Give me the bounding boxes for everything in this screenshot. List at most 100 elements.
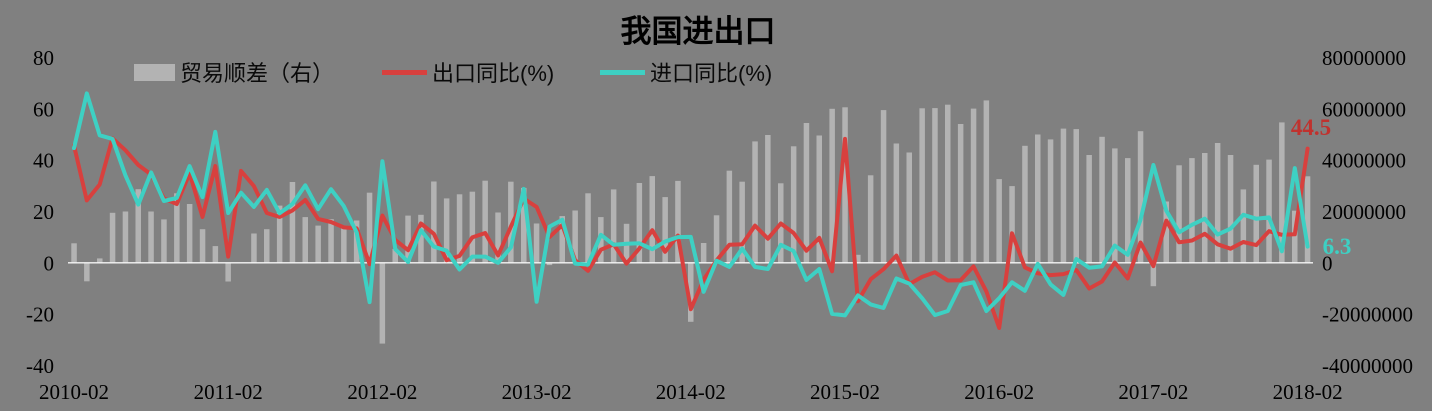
x-axis-tick: 2017-02 (1118, 380, 1188, 404)
trade-balance-swatch-icon (134, 63, 175, 81)
chart-title: 我国进出口 (620, 14, 776, 49)
trade-balance-bar (983, 100, 990, 263)
trade-balance-bar (199, 229, 206, 263)
trade-balance-bar (302, 217, 308, 263)
legend-item-trade-balance: 贸易顺差（右） (134, 59, 335, 86)
trade-balance-bar (315, 225, 321, 263)
trade-balance-bar (122, 211, 129, 263)
right-axis-tick: 60000000 (1322, 97, 1406, 121)
trade-balance-bar (585, 193, 591, 263)
trade-balance-bar (1214, 143, 1221, 263)
x-axis-tick: 2018-02 (1273, 380, 1343, 404)
right-axis-tick: 80000000 (1322, 46, 1406, 70)
trade-balance-bar (405, 215, 411, 263)
right-axis-tick: -20000000 (1322, 303, 1413, 327)
left-axis-tick: 80 (33, 46, 54, 70)
trade-balance-bar (932, 108, 938, 263)
x-axis-tick: 2011-02 (194, 380, 263, 404)
trade-balance-bar (1163, 201, 1169, 263)
trade-balance-bar (688, 262, 694, 322)
trade-balance-bar (1266, 159, 1272, 263)
trade-balance-bar (752, 141, 758, 263)
trade-balance-bar (1112, 148, 1118, 263)
right-axis-tick: 20000000 (1322, 200, 1406, 224)
trade-balance-bar (135, 189, 141, 263)
trade-balance-bar (893, 143, 900, 263)
trade-balance-bar (790, 146, 797, 263)
trade-balance-bar (495, 212, 501, 263)
import-annotation: 6.3 (1323, 234, 1352, 259)
right-axis-tick: -40000000 (1322, 354, 1413, 378)
trade-balance-bar (161, 219, 167, 263)
left-axis-tick: -20 (26, 303, 54, 327)
trade-balance-bar (559, 216, 565, 263)
trade-balance-bar (71, 243, 77, 263)
trade-balance-bar (957, 124, 964, 263)
trade-balance-bar (366, 192, 373, 263)
trade-balance-bar (880, 110, 887, 263)
trade-balance-bar (97, 258, 103, 263)
trade-balance-bar (906, 152, 912, 263)
trade-balance-bar (726, 170, 733, 263)
trade-balance-bar (675, 180, 681, 263)
legend-item-import: 进口同比(%) (600, 59, 772, 86)
trade-balance-bar (482, 180, 488, 263)
trade-balance-bar (945, 104, 951, 263)
export-annotation: 44.5 (1291, 115, 1331, 140)
left-axis-tick: -40 (26, 354, 54, 378)
left-axis-tick: 20 (33, 200, 54, 224)
x-axis-tick: 2013-02 (502, 380, 572, 404)
trade-balance-bar (1176, 165, 1182, 263)
trade-balance-bar (713, 215, 720, 263)
trade-balance-bar (546, 262, 553, 266)
trade-balance-bar (1189, 158, 1195, 263)
trade-balance-bar (803, 123, 810, 263)
export-line-swatch-icon (382, 69, 427, 75)
trade-balance-bar (251, 233, 257, 263)
trade-balance-bar (1304, 176, 1311, 263)
trade-balance-bar (765, 135, 771, 263)
trade-balance-bar (533, 223, 540, 263)
trade-balance-bar (970, 108, 977, 263)
trade-balance-bar (739, 181, 745, 263)
trade-balance-bar (456, 194, 463, 263)
trade-balance-bar (1150, 262, 1157, 287)
export-line (72, 136, 1310, 330)
trade-balance-bar (212, 246, 219, 263)
trade-balance-bar (1073, 129, 1079, 263)
trade-balance-bar (842, 107, 848, 263)
trade-balance-bar (662, 197, 668, 263)
left-axis-tick: 0 (44, 251, 55, 275)
trade-balance-bar (469, 191, 476, 263)
trade-balance-bar (276, 205, 283, 263)
import-line-swatch-icon (600, 69, 645, 75)
right-axis-tick: 40000000 (1322, 149, 1406, 173)
trade-balance-bar (392, 248, 398, 263)
x-axis-tick: 2014-02 (656, 380, 726, 404)
trade-balance-bar (700, 243, 707, 263)
trade-balance-bar (1240, 189, 1247, 263)
trade-balance-bar (264, 229, 270, 263)
left-axis-tick: 40 (33, 149, 54, 173)
trade-balance-bar (610, 189, 617, 263)
trade-balance-bar (328, 219, 334, 263)
trade-balance-bar (829, 108, 835, 263)
trade-balance-bar (1022, 145, 1028, 263)
trade-balance-bar (84, 262, 90, 282)
trade-balance-bar (443, 198, 450, 263)
trade-balance-bar (816, 135, 822, 263)
trade-balance-bar (1279, 122, 1285, 263)
trade-balance-bar (1060, 128, 1067, 263)
legend-label-export: 出口同比(%) (432, 61, 555, 86)
trade-balance-bar (649, 176, 655, 263)
trade-balance-bar (341, 225, 347, 263)
trade-balance-bar (1125, 158, 1131, 263)
trade-balance-bar (1292, 210, 1298, 263)
legend-label-trade-balance: 贸易顺差（右） (180, 61, 335, 86)
trade-balance-bar (521, 187, 527, 263)
trade-balance-bar (1099, 136, 1105, 263)
trade-balance-bar (289, 182, 296, 263)
trade-balance-bar (148, 211, 154, 263)
